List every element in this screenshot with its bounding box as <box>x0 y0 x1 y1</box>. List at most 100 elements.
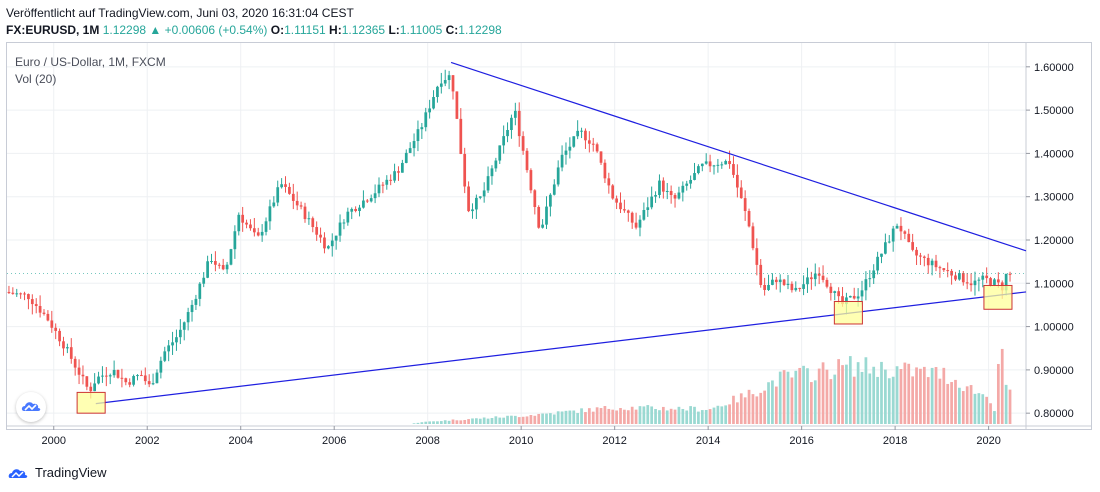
volume-bar <box>669 408 673 424</box>
candle-body <box>899 225 903 232</box>
volume-bar <box>463 419 467 424</box>
candle-body <box>926 257 930 266</box>
candle-body <box>712 165 716 167</box>
volume-bar <box>591 411 595 424</box>
volume-bar <box>876 376 879 424</box>
volume-bar <box>887 378 891 424</box>
volume-bar <box>580 408 583 424</box>
candle-body <box>837 291 841 297</box>
symbol-label: FX:EURUSD, 1M <box>6 23 100 37</box>
candle-body <box>603 162 607 179</box>
volume-bar <box>942 367 946 424</box>
volume-bar <box>919 368 922 424</box>
volume-bar <box>724 405 728 424</box>
volume-bar <box>634 409 638 424</box>
volume-bar <box>798 367 802 424</box>
candle-body <box>708 161 712 167</box>
candle-body <box>451 75 455 92</box>
candle-body <box>525 150 529 171</box>
cloud-icon <box>21 402 41 411</box>
volume-bar <box>658 410 661 424</box>
candle-body <box>584 130 587 141</box>
candle-body <box>821 275 825 280</box>
candle-body <box>825 279 829 287</box>
volume-bar <box>545 413 548 424</box>
candle-body <box>580 130 583 132</box>
volume-bar <box>599 408 603 424</box>
volume-bar <box>564 410 568 424</box>
volume-bar <box>782 370 786 424</box>
last-price: 1.12298 <box>102 23 147 37</box>
candle-body <box>147 381 151 385</box>
candle-body <box>284 184 287 187</box>
candle-body <box>587 140 591 144</box>
high-value: 1.12365 <box>341 23 386 37</box>
candle-body <box>1004 273 1008 291</box>
volume-bar <box>650 406 654 424</box>
volume-bar <box>498 417 502 424</box>
y-tick-label: 1.00000 <box>1034 322 1074 334</box>
candle-body <box>15 293 19 295</box>
candle-body <box>642 210 646 220</box>
candle-body <box>346 211 350 223</box>
volume-bar <box>833 374 837 424</box>
candle-body <box>802 284 805 289</box>
candle-body <box>510 117 513 131</box>
candle-body <box>903 231 907 234</box>
volume-bar <box>860 371 864 424</box>
candle-body <box>876 256 879 271</box>
candle-body <box>938 267 942 269</box>
candle-body <box>626 210 630 213</box>
candle-body <box>112 369 116 376</box>
volume-bar <box>517 417 521 424</box>
volume-bar <box>880 361 883 424</box>
candle-body <box>365 200 369 202</box>
candle-body <box>58 330 61 342</box>
candle-body <box>891 228 895 242</box>
candle-body <box>23 293 26 295</box>
y-tick-label: 1.30000 <box>1034 192 1074 204</box>
candle-body <box>151 383 155 385</box>
candle-body <box>46 313 50 321</box>
high-label: H: <box>329 23 342 37</box>
volume-bar <box>821 362 825 424</box>
candle-body <box>829 286 833 294</box>
y-tick-label: 1.10000 <box>1034 278 1074 290</box>
volume-bar <box>763 390 766 424</box>
volume-bar <box>708 409 712 424</box>
volume-bar <box>455 420 459 424</box>
candle-body <box>790 283 794 291</box>
candle-body <box>919 255 922 257</box>
volume-bar <box>954 379 957 424</box>
candle-body <box>116 369 120 378</box>
volume-bar <box>884 369 887 424</box>
candle-body <box>993 279 996 285</box>
close-label: C: <box>445 23 459 37</box>
volume-bar <box>482 417 486 424</box>
volume-bar <box>486 418 490 424</box>
volume-bar <box>958 387 961 424</box>
volume-bar <box>837 359 841 424</box>
volume-bar <box>556 411 560 424</box>
candle-body <box>307 218 311 220</box>
candle-body <box>439 83 443 87</box>
x-tick-label: 2010 <box>509 435 533 447</box>
volume-bar <box>607 408 611 424</box>
candle-body <box>658 180 661 196</box>
candle-body <box>323 237 326 249</box>
candle-body <box>954 275 957 280</box>
volume-bar <box>447 420 451 424</box>
low-value: 1.11005 <box>399 23 443 37</box>
volume-bar <box>611 409 615 424</box>
candle-body <box>646 207 650 211</box>
candle-body <box>868 278 872 280</box>
volume-bar <box>759 392 763 424</box>
tradingview-badge-icon[interactable] <box>16 392 46 422</box>
candle-body <box>124 378 128 383</box>
x-tick-label: 2012 <box>602 435 626 447</box>
chart-frame[interactable] <box>6 42 1092 430</box>
x-tick-label: 2004 <box>228 435 252 447</box>
volume-bar <box>661 406 665 424</box>
y-tick-label: 1.20000 <box>1034 235 1074 247</box>
